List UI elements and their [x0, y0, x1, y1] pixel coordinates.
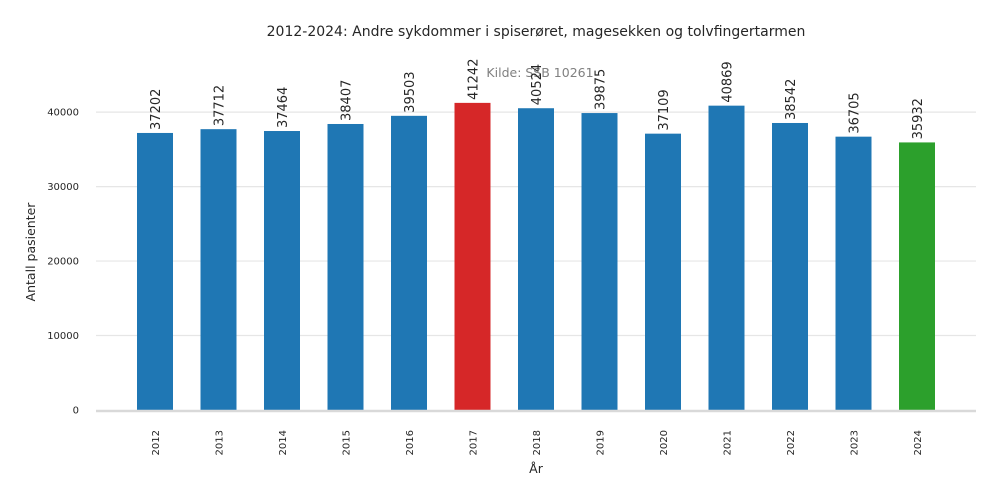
bar	[899, 142, 935, 411]
y-axis-label: Antall pasienter	[23, 202, 38, 302]
data-labels: 37202 37712 37464 38407 39503 41242 40524 39875…	[149, 59, 926, 140]
x-tick-label: 2017	[469, 430, 480, 455]
x-tick-label: 2022	[786, 430, 797, 455]
bar	[264, 131, 300, 411]
chart-title: 2012-2024: Andre sykdommer i spiserøret,…	[267, 24, 806, 40]
x-tick-label: 2019	[596, 430, 607, 455]
data-label: 37109	[657, 89, 672, 130]
chart-subtitle: Kilde: SSB 10261	[486, 65, 593, 80]
x-tick-label: 2024	[913, 430, 924, 455]
y-tick-labels: 0 10000 20000 30000 40000	[47, 108, 79, 417]
x-tick-label: 2012	[151, 430, 162, 455]
bar	[772, 122, 808, 410]
bar	[391, 115, 427, 410]
x-tick-label: 2020	[659, 430, 670, 455]
bar	[137, 132, 173, 410]
y-tick-label: 20000	[47, 257, 79, 268]
y-tick-label: 40000	[47, 108, 79, 119]
bar	[708, 105, 745, 411]
bar	[327, 123, 364, 411]
x-axis-label: År	[529, 461, 544, 476]
bar	[581, 113, 618, 411]
data-label: 36705	[848, 92, 863, 133]
x-tick-label: 2018	[532, 430, 543, 455]
bar	[645, 133, 681, 411]
data-label: 38542	[784, 79, 799, 120]
y-tick-label: 30000	[47, 182, 79, 193]
data-label: 39503	[403, 71, 418, 112]
data-label: 37712	[213, 85, 228, 126]
x-tick-label: 2015	[342, 430, 353, 455]
bar	[454, 102, 491, 410]
y-tick-label: 0	[73, 406, 79, 417]
data-label: 37464	[276, 87, 291, 128]
bar	[835, 136, 872, 410]
bar	[518, 108, 554, 411]
x-tick-label: 2013	[215, 430, 226, 455]
data-label: 38407	[340, 80, 355, 121]
y-tick-label: 10000	[47, 331, 79, 342]
x-tick-label: 2014	[278, 430, 289, 455]
data-label: 35932	[911, 98, 926, 139]
bars	[137, 102, 935, 411]
data-label: 41242	[467, 59, 482, 100]
x-tick-labels: 2012 2013 2014 2015 2016 2017 2018 2019 2020 2021…	[151, 430, 924, 455]
bar	[200, 129, 237, 410]
x-tick-label: 2016	[405, 430, 416, 455]
x-tick-label: 2023	[850, 430, 861, 455]
data-label: 37202	[149, 89, 164, 130]
data-label: 40869	[721, 61, 736, 102]
data-label: 40524	[530, 64, 545, 105]
x-tick-label: 2021	[723, 430, 734, 455]
data-label: 39875	[594, 69, 609, 110]
